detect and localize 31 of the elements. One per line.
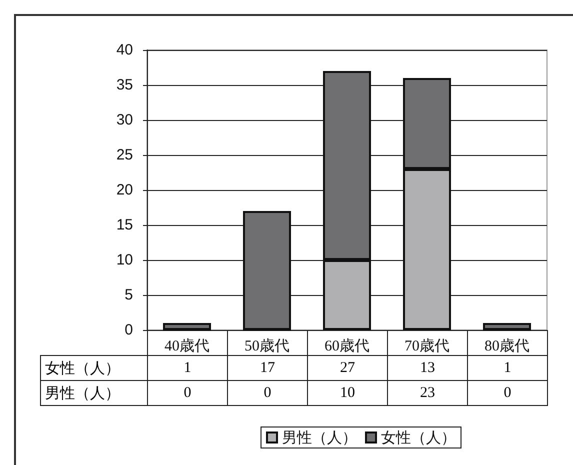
data-label: 10 — [307, 380, 388, 406]
bar — [483, 323, 531, 330]
bar — [243, 211, 291, 330]
y-tick-label: 0 — [124, 322, 133, 338]
x-tick-label: 40歳代 — [164, 338, 210, 354]
y-tick-label: 35 — [116, 76, 133, 94]
y-tick-label: 30 — [116, 112, 133, 128]
y-tick-label: 10 — [116, 252, 133, 268]
x-tick-label: 60歳代 — [324, 338, 370, 354]
text: 男性（人） — [45, 384, 120, 402]
data-label: 0 — [227, 380, 308, 406]
y-tick-label: 15 — [116, 216, 133, 234]
y-tick-label: 25 — [116, 146, 133, 164]
legend-label: 男性（人） — [282, 428, 357, 446]
x-tick-label: 70歳代 — [404, 338, 450, 354]
legend-label: 女性（人） — [381, 428, 456, 446]
data-label: 1 — [467, 355, 548, 381]
y-tick-label: 5 — [124, 286, 133, 304]
data-label: 0 — [147, 380, 228, 406]
data-label: 23 — [387, 380, 468, 406]
y-tick-label: 20 — [116, 182, 133, 198]
y-tick-label: 40 — [116, 42, 133, 58]
data-label: 17 — [227, 355, 308, 381]
text: 女性（人） — [45, 358, 120, 376]
bar — [163, 323, 211, 330]
x-tick-label: 80歳代 — [484, 338, 530, 354]
data-label: 0 — [467, 380, 548, 406]
x-tick-label: 50歳代 — [244, 338, 290, 354]
data-label: 27 — [307, 355, 388, 381]
data-label: 1 — [147, 355, 228, 381]
data-label: 13 — [387, 355, 468, 381]
